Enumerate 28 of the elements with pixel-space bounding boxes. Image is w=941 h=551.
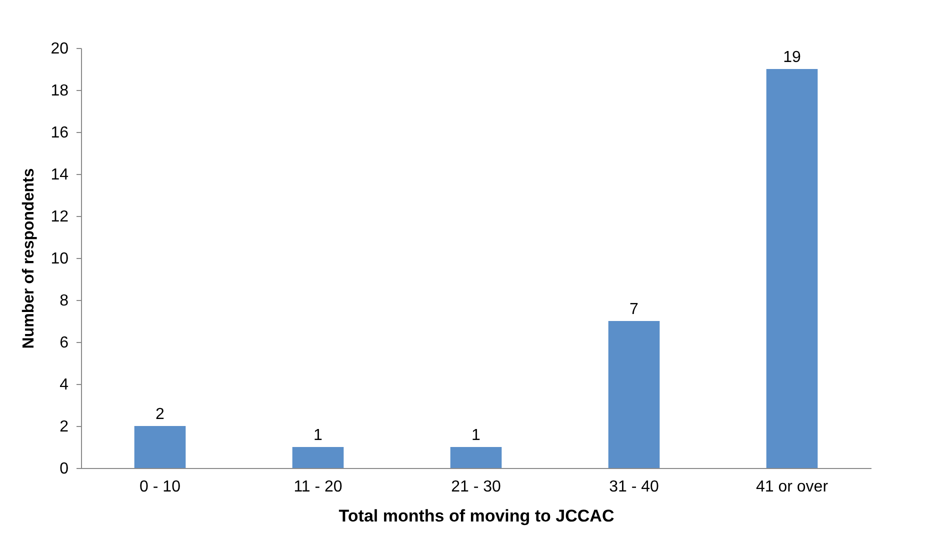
bar [450, 447, 502, 468]
y-tick-label: 16 [50, 124, 69, 142]
x-tick-label: 21 - 30 [451, 478, 502, 496]
data-label: 19 [783, 49, 801, 66]
y-tick-label: 8 [60, 292, 69, 310]
y-tick-label: 0 [60, 460, 69, 478]
y-tick-label: 10 [50, 250, 69, 268]
y-tick-label: 2 [60, 418, 69, 436]
x-tick-label: 11 - 20 [294, 478, 342, 496]
bar [766, 69, 818, 468]
bar [134, 426, 186, 468]
x-tick-label: 31 - 40 [609, 478, 660, 496]
y-tick-label: 12 [50, 208, 69, 226]
x-tick-label: 41 or over [756, 478, 829, 496]
y-tick-label: 18 [50, 82, 69, 100]
bar [608, 321, 660, 468]
y-tick-label: 6 [60, 334, 69, 352]
data-label: 1 [314, 427, 323, 444]
data-label: 2 [156, 406, 165, 423]
x-axis-title: Total months of moving to JCCAC [338, 506, 614, 526]
bar [292, 447, 344, 468]
y-tick-label: 4 [60, 376, 69, 394]
x-tick-label: 0 - 10 [140, 478, 181, 496]
y-tick-label: 14 [50, 166, 69, 184]
y-tick-label: 20 [50, 40, 69, 58]
data-label: 1 [472, 427, 481, 444]
data-label: 7 [630, 301, 639, 318]
y-axis-title: Number of respondents [20, 168, 38, 349]
